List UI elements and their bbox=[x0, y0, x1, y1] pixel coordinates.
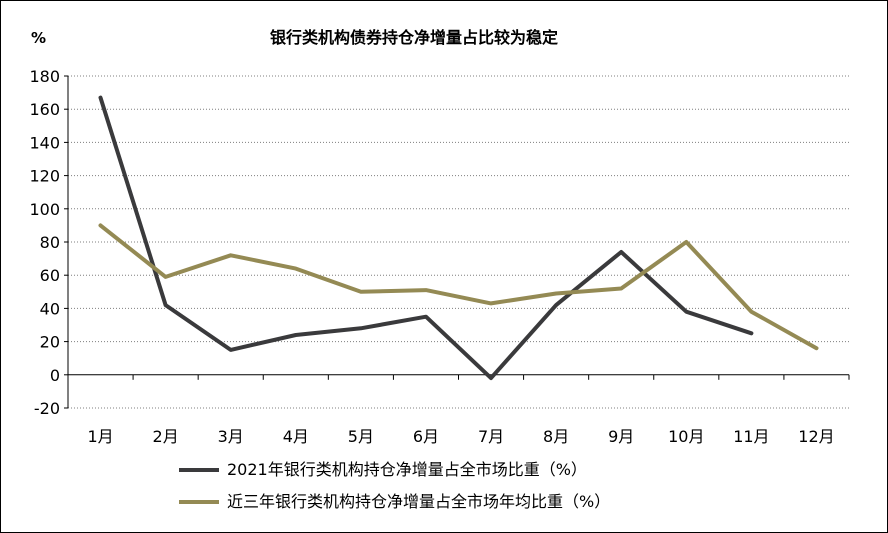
y-tick-label: 100 bbox=[29, 200, 60, 219]
y-tick-label: 80 bbox=[40, 233, 60, 252]
y-tick-label: 20 bbox=[40, 333, 60, 352]
x-tick-labels: 1月 2月 3月 4月 5月 6月 7月 8月 9月 10月 11月 12月 bbox=[87, 427, 834, 446]
grid-lines bbox=[68, 75, 849, 409]
y-tick-label: 160 bbox=[29, 100, 60, 119]
legend-label-2: 近三年银行类机构持仓净增量占全市场年均比重（%） bbox=[227, 492, 610, 511]
y-tick-labels: -20 0 20 40 60 80 100 120 140 160 180 bbox=[29, 67, 60, 418]
y-tick-label: 40 bbox=[40, 299, 60, 318]
y-tick-label: 140 bbox=[29, 133, 60, 152]
y-unit-label: % bbox=[31, 29, 46, 47]
x-tick-label: 11月 bbox=[733, 427, 769, 446]
x-tick-label: 3月 bbox=[218, 427, 244, 446]
x-tick-label: 10月 bbox=[668, 427, 704, 446]
y-tick-label: 120 bbox=[29, 167, 60, 186]
x-tick-label: 5月 bbox=[348, 427, 374, 446]
x-tick-label: 12月 bbox=[798, 427, 834, 446]
x-tick-label: 6月 bbox=[413, 427, 439, 446]
series-line-1 bbox=[98, 95, 754, 381]
x-tick-label: 8月 bbox=[543, 427, 569, 446]
y-tick-label: 0 bbox=[50, 366, 60, 385]
x-tick-label: 2月 bbox=[153, 427, 179, 446]
x-tick-label: 9月 bbox=[608, 427, 634, 446]
x-tick-label: 1月 bbox=[87, 427, 113, 446]
chart-title: 银行类机构债券持仓净增量占比较为稳定 bbox=[270, 28, 558, 47]
y-tick-label: -20 bbox=[34, 399, 60, 418]
y-tick-label: 60 bbox=[40, 266, 60, 285]
x-tick-label: 4月 bbox=[283, 427, 309, 446]
series-line-2 bbox=[98, 223, 819, 351]
x-tick-label: 7月 bbox=[478, 427, 504, 446]
y-tick-label: 180 bbox=[29, 67, 60, 86]
series-lines bbox=[98, 95, 819, 381]
axes bbox=[64, 75, 850, 409]
legend-label-1: 2021年银行类机构持仓净增量占全市场比重（%） bbox=[227, 460, 587, 479]
legend: 2021年银行类机构持仓净增量占全市场比重（%） 近三年银行类机构持仓净增量占全市… bbox=[179, 460, 610, 511]
